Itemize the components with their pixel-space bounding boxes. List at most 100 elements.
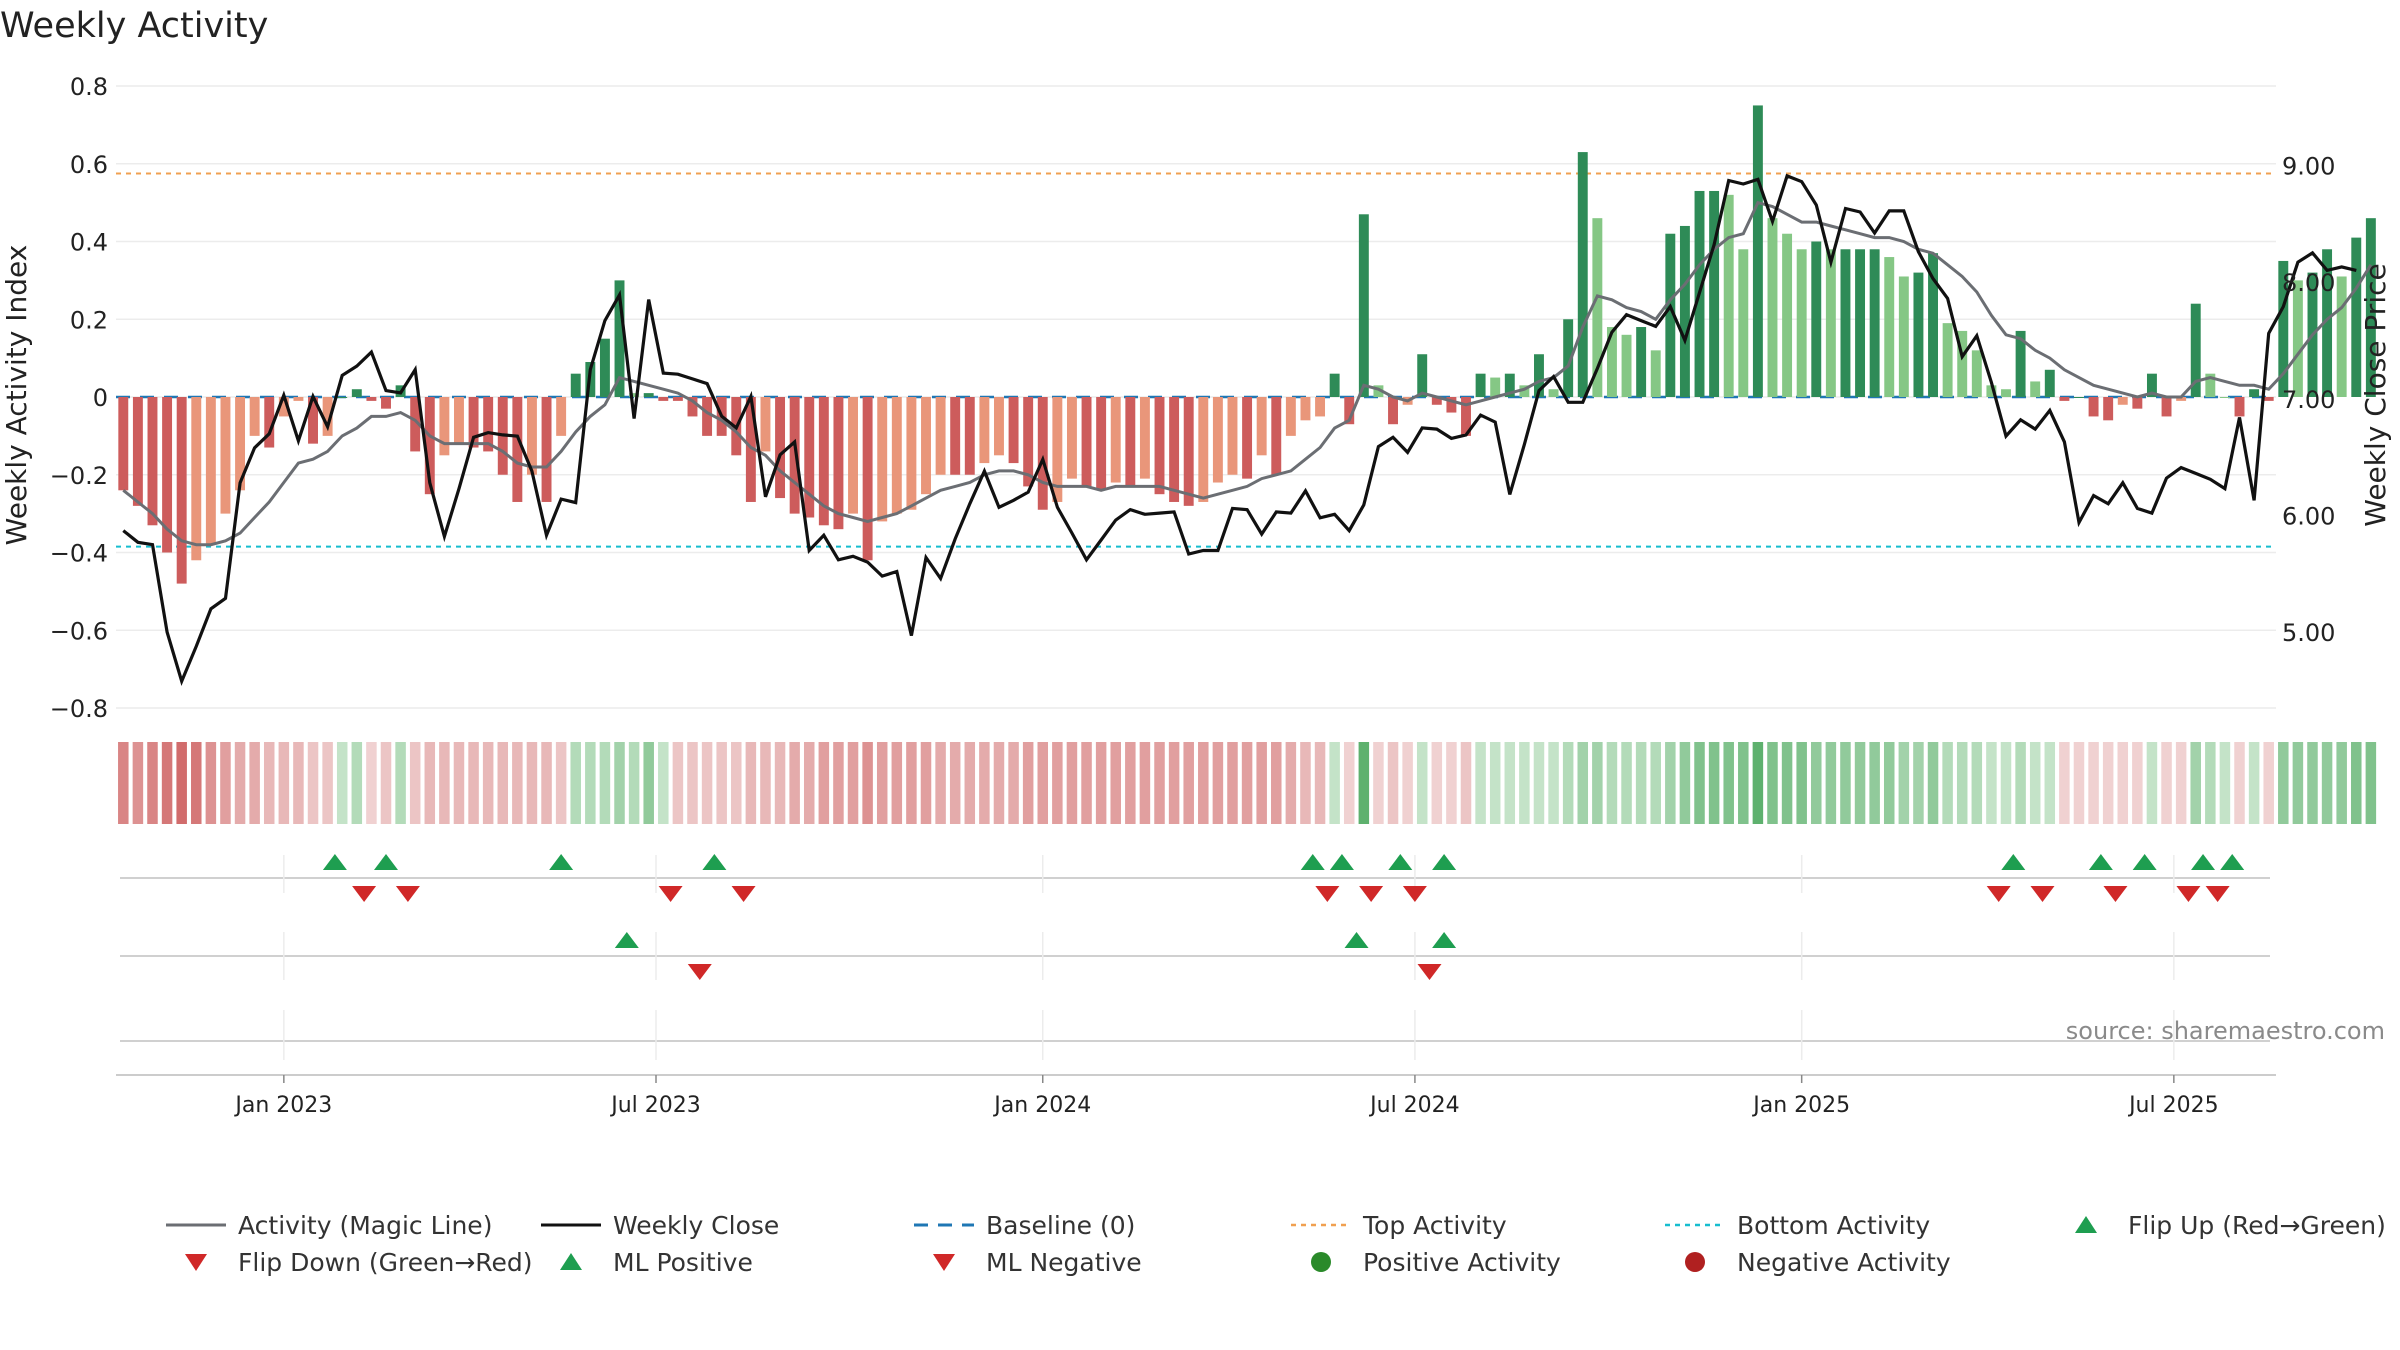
ml-positive-marker — [614, 932, 639, 948]
regime-cell — [1621, 742, 1632, 824]
x-tick-label: Jan 2024 — [992, 1093, 1091, 1118]
regime-cell — [876, 742, 888, 824]
regime-cell — [1504, 742, 1516, 824]
y-axis-right: 9.00 8.00 7.00 6.00 5.00 — [2282, 152, 2335, 647]
activity-bar — [1752, 105, 1763, 397]
regime-cell — [1883, 742, 1895, 824]
activity-bar — [1679, 225, 1690, 397]
regime-cell — [818, 742, 830, 824]
activity-bar — [1855, 249, 1866, 397]
regime-cell — [2278, 742, 2289, 824]
activity-bar — [1446, 397, 1457, 413]
activity-bar — [2234, 397, 2245, 417]
activity-bar — [760, 397, 771, 452]
flip-down-marker — [1359, 886, 1384, 902]
regime-cell — [1548, 742, 1559, 824]
activity-bar — [1636, 327, 1647, 397]
regime-cell — [1796, 742, 1807, 824]
activity-bar — [833, 397, 844, 530]
activity-bar — [1563, 319, 1574, 397]
activity-bar — [2249, 389, 2260, 397]
activity-bar — [2030, 381, 2041, 397]
regime-cell — [2073, 742, 2085, 824]
x-tick-label: Jan 2025 — [1751, 1093, 1850, 1118]
activity-bar — [2190, 303, 2201, 397]
flip-up-marker — [1388, 854, 1413, 870]
regime-cell — [380, 742, 392, 824]
regime-cell — [468, 742, 479, 824]
activity-bar — [1665, 233, 1676, 397]
activity-bar — [1198, 397, 1209, 502]
activity-bar — [643, 393, 654, 397]
flip-up-marker — [549, 854, 574, 870]
activity-bar — [1577, 152, 1588, 397]
activity-bar — [249, 397, 260, 436]
activity-bar — [599, 338, 610, 397]
y-tick-label: 0 — [93, 384, 108, 412]
regime-cell — [1314, 742, 1326, 824]
regime-cell — [351, 742, 363, 824]
activity-bar — [366, 397, 377, 401]
activity-bar — [702, 397, 713, 436]
activity-bar — [1329, 373, 1340, 397]
legend-marker-triangle-up — [560, 1253, 582, 1270]
flip-down-marker — [395, 886, 420, 902]
regime-cell — [1577, 742, 1589, 824]
regime-cell — [672, 742, 684, 824]
regime-cell — [1927, 742, 1939, 824]
y-tick-label: 0.4 — [70, 229, 108, 257]
activity-bar — [454, 397, 464, 444]
legend-marker-triangle-down — [185, 1254, 207, 1271]
regime-strip — [118, 742, 2377, 824]
activity-bar — [1767, 218, 1778, 397]
activity-bar — [2146, 373, 2157, 397]
activity-bar — [1811, 241, 1822, 397]
regime-cell — [1971, 742, 1983, 824]
regime-cell — [1986, 742, 1997, 824]
legend-marker-dot-red — [1685, 1252, 1705, 1272]
regime-cell — [2234, 742, 2245, 824]
y2-tick-label: 8.00 — [2282, 269, 2335, 297]
regime-cell — [1592, 742, 1603, 824]
regime-cell — [2000, 742, 2012, 824]
weekly-close-line — [122, 173, 2357, 686]
regime-cell — [1256, 742, 1267, 824]
activity-bar — [891, 397, 902, 514]
regime-cell — [1416, 742, 1428, 824]
activity-bar — [1066, 397, 1077, 479]
regime-cell — [1752, 742, 1764, 824]
activity-bar — [556, 397, 567, 436]
regime-cell — [803, 742, 815, 824]
legend-label: ML Positive — [613, 1248, 753, 1277]
regime-cell — [964, 742, 976, 824]
regime-cell — [847, 742, 859, 824]
activity-bar — [1621, 334, 1632, 397]
activity-bar — [1928, 253, 1938, 397]
activity-bar — [2365, 218, 2376, 397]
regime-cell — [512, 742, 523, 824]
y-tick-label: 0.2 — [70, 306, 108, 334]
regime-cell — [366, 742, 377, 824]
flip-down-marker — [2030, 886, 2055, 902]
activity-bar — [877, 397, 888, 522]
activity-bar — [162, 397, 173, 553]
activity-bar — [1986, 385, 1997, 397]
regime-cell — [482, 742, 494, 824]
regime-cell — [1635, 742, 1647, 824]
y-tick-label: −0.2 — [50, 462, 108, 490]
regime-cell — [2059, 742, 2070, 824]
price-and-magic-lines — [122, 173, 2373, 686]
regime-cell — [1694, 742, 1705, 824]
regime-cell — [745, 742, 757, 824]
activity-bar — [2322, 249, 2333, 397]
activity-bar — [2044, 369, 2055, 397]
legend-label: ML Negative — [986, 1248, 1142, 1277]
activity-bar — [1373, 385, 1384, 397]
activity-bar — [512, 397, 523, 502]
activity-bar — [1242, 397, 1253, 479]
activity-bar — [964, 397, 975, 475]
regime-cell — [2351, 742, 2362, 824]
y-tick-label: 0.6 — [70, 151, 108, 179]
regime-cell — [1139, 742, 1151, 824]
activity-bar — [1169, 397, 1180, 502]
